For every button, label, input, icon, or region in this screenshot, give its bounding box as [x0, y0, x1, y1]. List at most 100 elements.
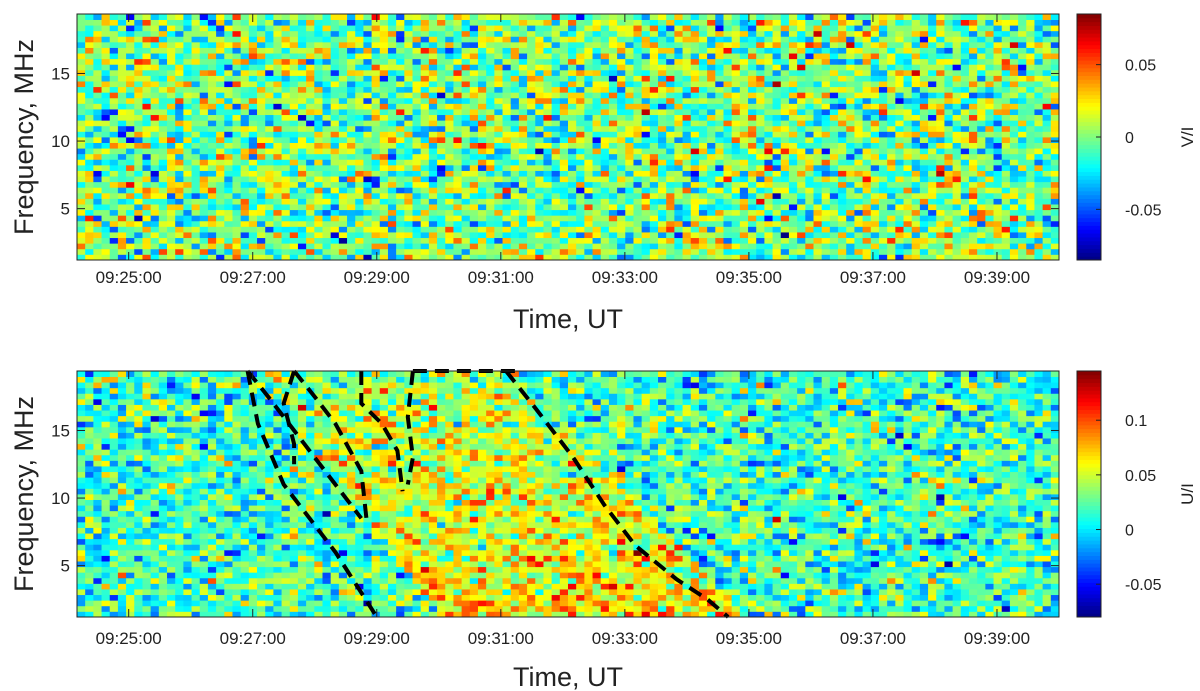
heatmap-cell: [568, 254, 577, 261]
heatmap-cell: [134, 192, 143, 199]
heatmap-cell: [608, 215, 618, 222]
heatmap-cell: [371, 198, 381, 205]
heatmap-cell: [126, 137, 135, 143]
heatmap-cell: [347, 164, 356, 171]
heatmap-cell: [85, 109, 94, 116]
heatmap-cell: [600, 248, 610, 255]
heatmap-cell: [510, 81, 520, 88]
heatmap-cell: [674, 19, 683, 26]
heatmap-cell: [911, 181, 921, 188]
heatmap-cell: [142, 92, 152, 99]
heatmap-cell: [486, 254, 495, 261]
heatmap-cell: [175, 243, 184, 250]
heatmap-cell: [928, 164, 937, 171]
heatmap-cell: [559, 103, 569, 110]
heatmap-cell: [764, 148, 773, 155]
heatmap-cell: [453, 41, 463, 48]
heatmap-cell: [248, 137, 258, 143]
heatmap-cell: [150, 232, 160, 239]
heatmap-cell: [985, 176, 994, 183]
heatmap-cell: [608, 243, 618, 250]
heatmap-cell: [805, 243, 814, 250]
heatmap-cell: [608, 187, 618, 194]
heatmap-cell: [731, 64, 741, 71]
heatmap-cell: [600, 58, 610, 65]
heatmap-cell: [101, 86, 111, 93]
heatmap-cell: [477, 86, 487, 93]
heatmap-cell: [797, 153, 806, 160]
heatmap-cell: [216, 232, 225, 239]
heatmap-cell: [698, 125, 708, 132]
heatmap-cell: [682, 198, 692, 205]
heatmap-cell: [568, 125, 577, 132]
heatmap-cell: [494, 41, 503, 48]
heatmap-cell: [895, 148, 904, 155]
heatmap-cell: [289, 86, 299, 93]
heatmap-cell: [461, 86, 471, 93]
heatmap-cell: [117, 142, 127, 149]
heatmap-cell: [968, 243, 978, 250]
heatmap-cell: [936, 204, 945, 211]
heatmap-cell: [396, 237, 405, 244]
heatmap-cell: [772, 19, 782, 26]
heatmap-cell: [658, 181, 667, 188]
heatmap-cell: [559, 170, 569, 177]
heatmap-cell: [919, 53, 929, 60]
heatmap-cell: [199, 14, 209, 20]
heatmap-cell: [379, 14, 389, 20]
heatmap-cell: [952, 254, 962, 261]
heatmap-cell: [404, 36, 413, 43]
heatmap-cell: [788, 14, 798, 20]
heatmap-cell: [322, 164, 332, 171]
heatmap-cell: [829, 192, 839, 199]
heatmap-cell: [240, 226, 250, 233]
heatmap-cell: [936, 14, 945, 20]
heatmap-cell: [739, 53, 749, 60]
heatmap-cell: [494, 137, 503, 143]
heatmap-cell: [739, 209, 749, 216]
heatmap-cell: [347, 69, 356, 76]
heatmap-cell: [993, 204, 1003, 211]
heatmap-cell: [134, 153, 143, 160]
heatmap-cell: [306, 254, 315, 261]
heatmap-cell: [240, 97, 250, 104]
heatmap-cell: [674, 103, 683, 110]
heatmap-cell: [723, 187, 733, 194]
heatmap-cell: [731, 19, 741, 26]
heatmap-cell: [576, 220, 585, 227]
heatmap-cell: [224, 137, 233, 143]
heatmap-cell: [895, 248, 904, 255]
heatmap-cell: [477, 81, 487, 88]
heatmap-cell: [289, 170, 299, 177]
heatmap-cell: [289, 192, 299, 199]
heatmap-cell: [445, 243, 454, 250]
heatmap-cell: [674, 209, 683, 216]
heatmap-cell: [649, 198, 659, 205]
heatmap-cell: [887, 187, 896, 194]
heatmap-cell: [216, 14, 225, 20]
heatmap-cell: [985, 75, 994, 82]
heatmap-cell: [608, 209, 618, 216]
heatmap-cell: [600, 232, 610, 239]
heatmap-cell: [739, 64, 749, 71]
heatmap-cell: [281, 181, 291, 188]
heatmap-cell: [461, 153, 471, 160]
heatmap-cell: [764, 176, 773, 183]
heatmap-cell: [985, 36, 994, 43]
heatmap-cell: [707, 192, 716, 199]
heatmap-cell: [306, 97, 315, 104]
heatmap-cell: [355, 75, 364, 82]
heatmap-cell: [993, 19, 1003, 26]
heatmap-cell: [101, 75, 111, 82]
heatmap-cell: [265, 114, 274, 121]
heatmap-cell: [625, 75, 634, 82]
heatmap-cell: [1001, 209, 1011, 216]
heatmap-cell: [625, 254, 634, 261]
heatmap-cell: [428, 47, 438, 54]
heatmap-cell: [977, 209, 986, 216]
heatmap-cell: [780, 170, 790, 177]
heatmap-cell: [870, 176, 880, 183]
heatmap-cell: [445, 114, 454, 121]
heatmap-cell: [371, 209, 381, 216]
heatmap-cell: [928, 86, 937, 93]
